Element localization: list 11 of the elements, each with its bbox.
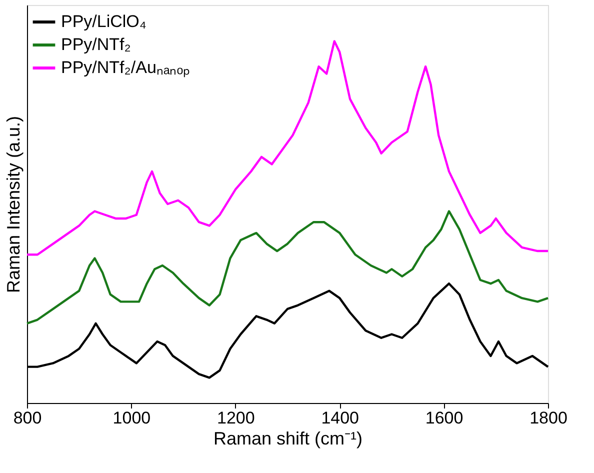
- x-tick-label: 800: [13, 408, 42, 428]
- legend-label: PPy/NTf₂: [61, 35, 131, 54]
- x-tick-label: 1400: [321, 408, 360, 428]
- x-tick-label: 1600: [425, 408, 464, 428]
- x-tick-label: 1200: [216, 408, 255, 428]
- x-tick-label: 1800: [530, 408, 568, 428]
- y-axis-title: Raman Intensity (a.u.): [4, 116, 24, 294]
- x-axis-title: Raman shift (cm⁻¹): [213, 428, 363, 448]
- legend-label: PPy/NTf₂/Auₙₐₙₒₚ: [61, 58, 190, 78]
- legend-label: PPy/LiClO₄: [61, 12, 146, 31]
- x-tick-label: 1000: [112, 408, 151, 428]
